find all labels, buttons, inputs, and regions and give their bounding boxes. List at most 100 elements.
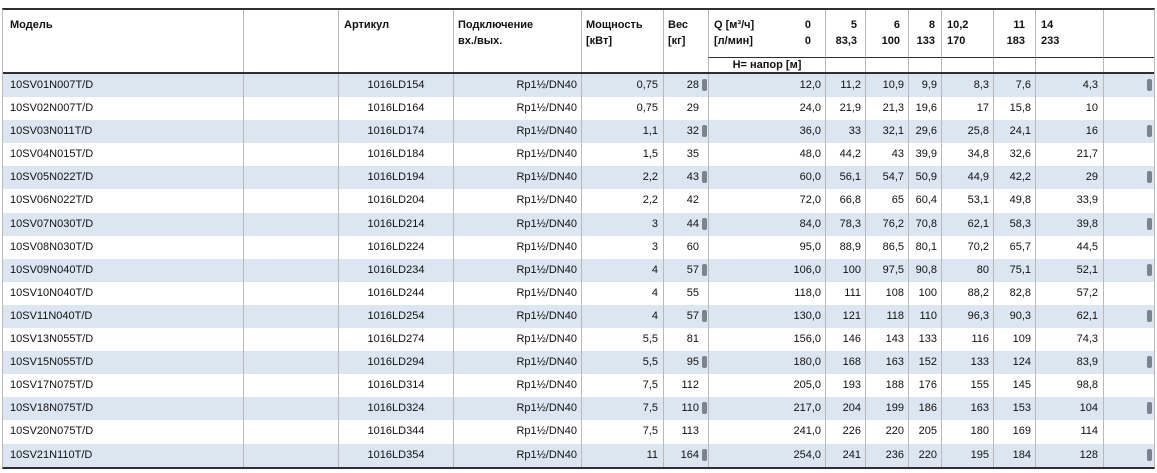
head-value-cell: 241 [825,443,865,467]
pump-spec-table: Модель Артикул Подключение вх./вых. Мощн… [2,8,1155,469]
head-value-cell: 52,1 [1035,258,1103,282]
power-cell: 0,75 [581,74,663,98]
spacer-cell [1103,443,1154,467]
head-value-cell: 98,8 [1035,374,1103,398]
head-value-cell: 56,1 [825,166,865,190]
table-row: 10SV04N015T/D 1016LD184 Rp1½/DN40 1,5 35 48,0… [3,143,1154,167]
article-cell: 1016LD174 [338,120,453,144]
head-value-cell: 44,9 [941,166,993,190]
head-value-cell: 7,6 [993,74,1035,98]
head-value-cell: 121 [825,304,865,329]
head-value-cell: 29 [1035,166,1103,190]
power-cell: 1,5 [581,143,663,167]
spacer-cell [243,374,338,398]
head-value-cell: 199 [865,397,908,421]
head-value-cell: 111 [825,281,865,305]
head-value-cell: 66,8 [825,189,865,213]
head-q0-cell: 95,0 [708,235,825,259]
head-value-cell: 152 [908,351,941,375]
header-label-line2: [кВт] [586,35,613,47]
flow-column-header-6: 14 233 [1035,10,1103,57]
head-value-cell: 32,6 [993,143,1035,167]
head-q0-cell: 254,0 [708,443,825,467]
weight-cell: 60 [663,235,708,259]
power-cell: 7,5 [581,397,663,421]
flow-m3h-value: 10,2 [947,19,969,31]
head-value-cell: 114 [1035,420,1103,444]
spacer-cell [908,57,941,72]
model-cell: 10SV17N075T/D [10,379,94,392]
header-label-line1: Мощность [586,19,643,31]
flow-lmin-value: 183 [1006,35,1025,47]
spacer-cell [1103,212,1154,236]
head-value-cell: 76,2 [865,212,908,236]
head-value-cell: 97,5 [865,258,908,282]
head-value-cell: 104 [1035,397,1103,421]
flow-m3h-label: Q [м³/ч] [714,19,755,31]
head-value-cell: 155 [941,374,993,398]
spacer-cell [993,57,1035,72]
power-cell: 7,5 [581,374,663,398]
table-row: 10SV20N075T/D 1016LD344 Rp1½/DN40 7,5 113 241… [3,420,1154,444]
model-cell: 10SV07N030T/D [10,217,94,230]
model-cell: 10SV09N040T/D [10,263,94,276]
head-value-cell: 133 [941,351,993,375]
article-cell: 1016LD344 [338,420,453,444]
spacer-cell [1103,351,1154,375]
head-value-cell: 21,9 [825,97,865,121]
flow-m3h-value: 11 [1013,19,1025,31]
head-value-cell: 163 [941,397,993,421]
head-value-cell: 110 [908,304,941,329]
connection-cell: Rp1½/DN40 [453,397,581,421]
model-cell: 10SV05N022T/D [10,171,94,184]
head-value-cell: 29,6 [908,120,941,144]
head-value-cell: 44,2 [825,143,865,167]
head-value-cell: 90,8 [908,258,941,282]
head-value-cell: 186 [908,397,941,421]
head-value-cell: 195 [941,443,993,467]
flow-column-header-4: 10,2 170 [941,10,993,57]
model-cell: 10SV18N075T/D [10,402,94,415]
model-cell: 10SV03N011T/D [10,125,93,138]
table-row: 10SV11N040T/D 1016LD254 Rp1½/DN40 4 57 130,0 1… [3,304,1154,329]
weight-cell: 32 [663,120,708,144]
article-cell: 1016LD324 [338,397,453,421]
weight-cell: 29 [663,97,708,121]
connection-cell: Rp1½/DN40 [453,258,581,282]
model-cell: 10SV20N075T/D [10,425,94,438]
power-cell: 3 [581,235,663,259]
head-value-cell: 62,1 [1035,304,1103,329]
connection-cell: Rp1½/DN40 [453,143,581,167]
connection-cell: Rp1½/DN40 [453,281,581,305]
article-cell: 1016LD314 [338,374,453,398]
connection-cell: Rp1½/DN40 [453,212,581,236]
column-header-article: Артикул [338,10,453,57]
weight-cell: 42 [663,189,708,213]
spacer-cell [1103,235,1154,259]
head-value-cell: 21,3 [865,97,908,121]
table-body: 10SV01N007T/D 1016LD154 Rp1½/DN40 0,75 28 12,… [3,74,1154,467]
head-value-cell: 43 [865,143,908,167]
flow-header-line1: Q [м³/ч] 0 [709,17,825,33]
head-value-cell: 62,1 [941,212,993,236]
power-cell: 4 [581,258,663,282]
weight-cell: 110 [663,397,708,421]
head-value-cell: 100 [908,281,941,305]
spacer-cell [1103,397,1154,421]
table-header: Модель Артикул Подключение вх./вых. Мощн… [3,10,1154,74]
head-value-cell: 60,4 [908,189,941,213]
article-cell: 1016LD164 [338,97,453,121]
power-cell: 5,5 [581,328,663,352]
head-value-cell: 17 [941,97,993,121]
spacer-cell [1103,281,1154,305]
head-value-cell: 65,7 [993,235,1035,259]
header-label-line2: вх./вых. [458,35,503,47]
header-label: Модель [10,19,53,31]
flow-lmin-value: 170 [947,35,966,47]
header-label-line1: Вес [668,19,689,31]
spacer-cell [243,443,338,467]
connection-cell: Rp1½/DN40 [453,189,581,213]
head-value-cell: 24,1 [993,120,1035,144]
head-value-cell: 9,9 [908,74,941,98]
